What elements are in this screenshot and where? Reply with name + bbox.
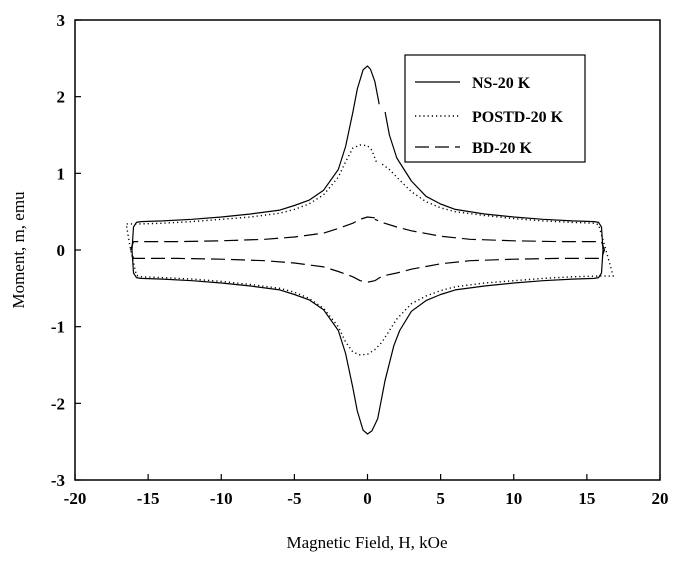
y-tick-label: 1 [57, 164, 66, 183]
legend-label-bd: BD-20 K [472, 140, 533, 157]
y-tick-label: 0 [57, 241, 66, 260]
series-line-ns-20-k [131, 65, 604, 435]
legend-label-ns: NS-20 K [472, 75, 531, 92]
series-line-bd-20-k [130, 216, 605, 283]
series-layer [125, 65, 614, 435]
x-tick-label: 5 [436, 489, 445, 508]
y-tick-label: 2 [57, 88, 66, 107]
y-tick-label: 3 [57, 11, 66, 30]
legend: NS-20 K POSTD-20 K BD-20 K [404, 54, 586, 163]
legend-box [404, 54, 586, 163]
x-tick-label: 15 [578, 489, 595, 508]
x-tick-label: -10 [210, 489, 233, 508]
y-tick-label: -3 [51, 471, 65, 490]
y-axis-title: Moment, m, emu [9, 191, 28, 309]
y-tick-label: -2 [51, 394, 65, 413]
x-axis-title: Magnetic Field, H, kOe [287, 533, 448, 552]
x-tick-label: 20 [652, 489, 669, 508]
x-tick-label: -5 [287, 489, 301, 508]
x-tick-label: -20 [64, 489, 87, 508]
y-tick-label: -1 [51, 318, 65, 337]
x-tick-label: -15 [137, 489, 160, 508]
series-line-postd-20-k [125, 144, 614, 356]
legend-label-postd: POSTD-20 K [472, 109, 564, 126]
x-tick-label: 0 [363, 489, 372, 508]
x-tick-label: 10 [505, 489, 522, 508]
